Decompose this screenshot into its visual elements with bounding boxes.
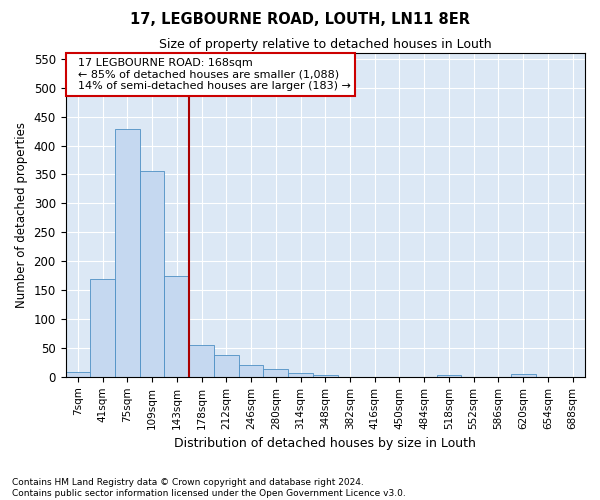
Bar	[189, 345, 214, 377]
X-axis label: Distribution of detached houses by size in Louth: Distribution of detached houses by size …	[175, 437, 476, 450]
Title: Size of property relative to detached houses in Louth: Size of property relative to detached ho…	[159, 38, 491, 51]
Text: 17, LEGBOURNE ROAD, LOUTH, LN11 8ER: 17, LEGBOURNE ROAD, LOUTH, LN11 8ER	[130, 12, 470, 28]
Text: 17 LEGBOURNE ROAD: 168sqm
  ← 85% of detached houses are smaller (1,088)
  14% o: 17 LEGBOURNE ROAD: 168sqm ← 85% of detac…	[71, 58, 350, 91]
Bar	[511, 374, 536, 377]
Bar	[115, 130, 140, 377]
Bar	[288, 373, 313, 377]
Bar	[313, 374, 338, 377]
Bar	[164, 276, 189, 377]
Bar	[140, 171, 164, 377]
Bar	[437, 374, 461, 377]
Y-axis label: Number of detached properties: Number of detached properties	[15, 122, 28, 308]
Bar	[90, 278, 115, 377]
Bar	[214, 355, 239, 377]
Bar	[263, 370, 288, 377]
Bar	[65, 372, 90, 377]
Text: Contains HM Land Registry data © Crown copyright and database right 2024.
Contai: Contains HM Land Registry data © Crown c…	[12, 478, 406, 498]
Bar	[239, 366, 263, 377]
